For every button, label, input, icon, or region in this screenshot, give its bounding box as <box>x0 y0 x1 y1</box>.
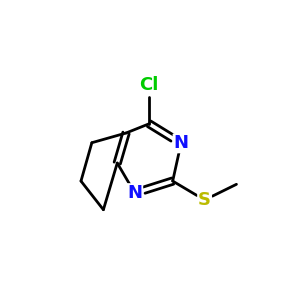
Text: N: N <box>127 184 142 202</box>
Text: N: N <box>173 134 188 152</box>
Text: S: S <box>198 191 211 209</box>
Text: Cl: Cl <box>140 76 159 94</box>
